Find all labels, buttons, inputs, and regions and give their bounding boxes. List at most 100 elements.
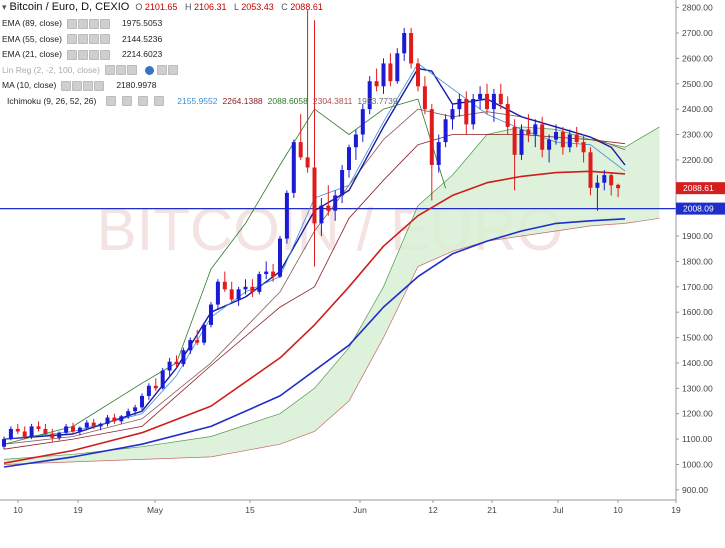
series-line-6 [3, 98, 446, 445]
price-tick-label: 1300.00 [682, 383, 713, 393]
ohlc-values: O 2101.65 H 2106.31 L 2053.43 C 2088.61 [135, 2, 323, 13]
ichimoku-value-1: 2155.9552 [177, 95, 218, 106]
candle-body [485, 93, 489, 110]
candle-body [429, 109, 434, 165]
time-tick-label: 21 [487, 505, 497, 515]
candle-body [167, 361, 172, 371]
series-line-4 [3, 63, 626, 440]
price-marker [676, 182, 725, 195]
cloud-span-a [3, 126, 660, 460]
eye-icon[interactable] [144, 65, 154, 75]
candle-body [112, 417, 117, 422]
legend-ma10[interactable]: MA (10, close) 2180.9978 [2, 80, 157, 91]
symbol-title-row: ▾ Bitcoin / Euro, D, CEXIO O 2101.65 H 2… [2, 0, 398, 16]
series-line-0 [3, 218, 626, 468]
ichimoku-value-3: 2088.6058 [267, 95, 308, 106]
candle-body [367, 81, 372, 110]
time-tick-label: Jun [353, 505, 367, 515]
settings-buttons[interactable] [67, 18, 110, 29]
candle-body [554, 131, 558, 140]
candle-body [312, 167, 317, 224]
series-line-1 [3, 170, 626, 464]
candle-body [609, 175, 614, 186]
candle-body [126, 411, 131, 417]
candle-body [222, 281, 227, 290]
settings-buttons[interactable] [67, 34, 110, 45]
candle-body [471, 98, 476, 125]
legend-ichimoku[interactable]: Ichimoku (9, 26, 52, 26) 2155.9552 2264.… [2, 94, 398, 110]
chevron-down-icon[interactable]: ▾ [2, 2, 7, 13]
candle-body [84, 422, 89, 428]
candle-body [140, 395, 144, 408]
candle-body [602, 175, 607, 183]
candle-body [2, 439, 6, 447]
candle-body [464, 98, 469, 125]
candle-body [243, 286, 248, 290]
price-tick-label: 1900.00 [682, 231, 713, 241]
candle-body [353, 134, 358, 148]
settings-buttons[interactable] [101, 96, 165, 107]
candle-body [29, 426, 34, 437]
candle-body [64, 426, 69, 433]
price-tick-label: 2500.00 [682, 79, 713, 89]
candle-body [291, 142, 296, 193]
candle-body [91, 422, 96, 427]
price-tick-label: 1100.00 [682, 434, 712, 444]
candle-body [133, 407, 138, 412]
candle-body [491, 93, 496, 110]
candle-body [298, 142, 303, 158]
candle-body [215, 281, 220, 305]
legend-linreg[interactable]: Lin Reg (2, -2, 100, close) [2, 63, 398, 79]
candle-body [22, 431, 27, 437]
price-tick-label: 900.00 [682, 485, 708, 495]
candle-body [319, 205, 324, 224]
legend-ema21[interactable]: EMA (21, close) 2214.6023 [2, 49, 163, 60]
legend-ema89[interactable]: EMA (89, close) 1975.5053 [2, 18, 163, 29]
price-tick-label: 1200.00 [682, 409, 713, 419]
price-tick-label: 2600.00 [682, 53, 713, 63]
candle-body [257, 274, 262, 292]
candle-body [409, 32, 414, 64]
candle-body [574, 134, 579, 143]
candle-body [478, 93, 483, 99]
time-tick-label: May [147, 505, 164, 515]
candle-body [540, 124, 545, 150]
price-tick-label: 1600.00 [682, 307, 713, 317]
candle-body [146, 385, 151, 396]
candle-body [450, 109, 455, 120]
price-marker-label: 2008.09 [683, 204, 714, 214]
candle-body [195, 340, 200, 343]
settings-buttons[interactable] [156, 65, 178, 76]
candle-body [402, 32, 407, 54]
price-tick-label: 2300.00 [682, 130, 713, 140]
candle-body [395, 53, 400, 82]
candle-body [271, 271, 276, 277]
ichimoku-value-4: 2304.3811 [312, 95, 353, 106]
candle-body [374, 81, 379, 87]
legend-ema55[interactable]: EMA (55, close) 2144.5236 [2, 33, 163, 45]
settings-buttons[interactable] [104, 65, 137, 76]
settings-buttons[interactable] [67, 49, 110, 60]
settings-buttons[interactable] [61, 80, 105, 91]
candle-body [77, 427, 82, 432]
candle-body [236, 289, 241, 300]
time-tick-label: 10 [613, 505, 623, 515]
time-tick-label: 19 [73, 505, 83, 515]
candle-body [422, 86, 427, 110]
candle-body [560, 131, 565, 148]
candle-body [284, 192, 289, 239]
candle-body [264, 271, 269, 275]
candle-body [505, 104, 510, 127]
time-tick-label: Jul [553, 505, 564, 515]
candle-body [43, 428, 48, 435]
candle-body [71, 426, 75, 432]
candle-body [519, 129, 524, 155]
candle-body [567, 134, 572, 148]
price-tick-label: 1800.00 [682, 256, 713, 266]
legend: ▾ Bitcoin / Euro, D, CEXIO O 2101.65 H 2… [2, 0, 398, 109]
candle-body [388, 63, 393, 82]
candle-body [15, 428, 20, 432]
price-tick-label: 2700.00 [682, 28, 713, 38]
